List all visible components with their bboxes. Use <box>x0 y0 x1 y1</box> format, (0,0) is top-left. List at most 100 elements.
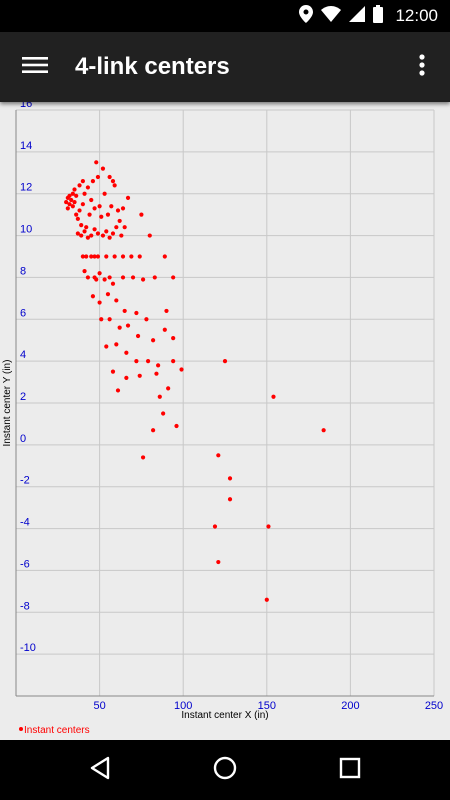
x-axis-title: Instant center X (in) <box>181 710 268 721</box>
data-point <box>67 193 72 198</box>
y-tick-label: -6 <box>20 558 30 570</box>
data-point <box>109 204 114 209</box>
chart-area[interactable]: 16 14 12 10 8 6 4 2 0 -2 -4 -6 -8 -10 50 100 150 200 250 In… <box>0 102 450 740</box>
y-tick-label: 10 <box>20 224 32 236</box>
data-point <box>152 275 157 280</box>
data-point <box>222 359 228 364</box>
data-point <box>80 254 85 259</box>
app-bar: 4-link centers <box>0 32 450 102</box>
status-icons: 12:00 <box>299 0 438 32</box>
home-button[interactable] <box>195 750 255 790</box>
data-point <box>157 394 162 399</box>
data-point <box>107 235 112 240</box>
data-point <box>80 179 85 184</box>
data-point <box>166 386 171 391</box>
data-point <box>70 204 75 209</box>
y-tick-label: 12 <box>20 182 32 194</box>
data-point <box>100 166 106 171</box>
data-point <box>95 231 101 236</box>
battery-icon <box>373 5 384 27</box>
recents-button[interactable] <box>320 750 380 790</box>
y-tick-label: 14 <box>20 140 32 152</box>
data-point <box>134 359 139 364</box>
data-point <box>87 212 92 217</box>
data-point <box>107 174 112 180</box>
data-point <box>112 254 117 259</box>
data-point <box>227 476 233 481</box>
data-point <box>79 233 84 238</box>
data-point <box>151 428 156 433</box>
data-point <box>84 225 89 230</box>
data-point <box>69 197 74 203</box>
data-point <box>70 191 75 196</box>
data-point <box>216 559 221 565</box>
data-point <box>77 183 82 188</box>
data-point <box>100 233 106 238</box>
data-point <box>65 206 70 211</box>
data-point <box>124 375 129 380</box>
y-tick-label: -4 <box>20 517 30 529</box>
data-point <box>154 371 159 376</box>
data-point <box>64 199 69 205</box>
data-point <box>122 225 127 230</box>
data-point <box>90 294 96 299</box>
data-point <box>110 179 116 184</box>
overflow-menu-button[interactable] <box>402 44 442 90</box>
location-icon <box>299 5 314 27</box>
home-icon <box>213 756 237 784</box>
data-point <box>89 254 94 259</box>
data-point <box>104 229 109 234</box>
data-point <box>112 183 117 188</box>
y-tick-label: -8 <box>20 600 30 612</box>
data-point <box>171 336 176 341</box>
data-point <box>92 254 97 259</box>
data-point <box>115 388 121 393</box>
legend-marker <box>19 727 23 731</box>
data-point <box>147 233 152 238</box>
y-tick-label: 8 <box>20 265 26 277</box>
data-point <box>212 524 218 529</box>
data-point <box>104 344 109 349</box>
data-point <box>105 212 111 217</box>
data-point <box>74 193 79 198</box>
data-point <box>92 206 97 211</box>
x-tick-label: 150 <box>258 700 276 712</box>
hamburger-menu-button[interactable] <box>12 44 58 90</box>
data-point <box>174 423 179 429</box>
data-point <box>156 363 161 368</box>
data-point <box>85 275 90 280</box>
data-point <box>137 254 142 259</box>
status-bar: 12:00 <box>0 0 450 32</box>
data-point <box>264 597 269 602</box>
data-point <box>124 350 129 355</box>
wifi-icon <box>321 6 342 26</box>
x-tick-label: 100 <box>174 700 192 712</box>
data-point <box>162 327 167 332</box>
data-point <box>266 524 271 529</box>
data-point <box>82 269 87 274</box>
data-point <box>94 160 99 165</box>
data-point <box>134 310 139 316</box>
x-tick-label: 200 <box>341 700 359 712</box>
data-point <box>97 204 102 209</box>
back-icon <box>89 756 111 784</box>
signal-icon <box>349 6 366 26</box>
back-button[interactable] <box>70 750 130 790</box>
scatter-chart[interactable]: 16 14 12 10 8 6 4 2 0 -2 -4 -6 -8 -10 50 100 150 200 250 In… <box>0 102 450 740</box>
data-point <box>114 298 119 303</box>
data-point <box>227 497 233 502</box>
data-point <box>161 411 166 416</box>
y-tick-label: -2 <box>20 475 30 487</box>
data-point <box>85 235 90 240</box>
status-time: 12:00 <box>395 6 438 25</box>
data-point <box>75 216 80 221</box>
data-point <box>162 254 167 259</box>
data-point <box>80 202 85 207</box>
data-point <box>125 195 131 200</box>
data-point <box>110 231 116 236</box>
data-point <box>72 187 77 192</box>
data-point <box>89 233 94 238</box>
data-point <box>107 275 112 280</box>
data-point <box>115 208 121 213</box>
data-point <box>82 229 87 234</box>
